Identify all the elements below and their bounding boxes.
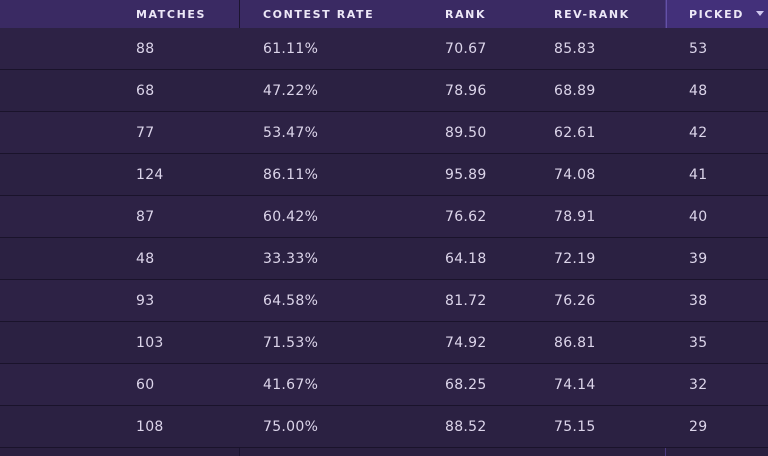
cell-rank: 95.89 <box>445 167 487 183</box>
cell-rank: 64.18 <box>445 251 487 267</box>
table-row[interactable]: 103 71.53% 74.92 86.81 35 <box>0 322 768 364</box>
cell-contest-rate: 61.11% <box>263 41 319 57</box>
cell-matches: 68 <box>136 83 155 99</box>
cell-matches: 88 <box>136 41 155 57</box>
cell-matches: 103 <box>136 335 164 351</box>
column-header-matches[interactable]: MATCHES <box>136 8 207 21</box>
table-row[interactable]: 124 86.11% 95.89 74.08 41 <box>0 154 768 196</box>
cell-contest-rate: 33.33% <box>263 251 319 267</box>
cell-matches: 108 <box>136 419 164 435</box>
table-row[interactable]: 108 75.00% 88.52 75.15 29 <box>0 406 768 448</box>
cell-matches: 124 <box>136 167 164 183</box>
cell-matches: 60 <box>136 377 155 393</box>
table-row[interactable]: 60 41.67% 68.25 74.14 32 <box>0 364 768 406</box>
cell-picked: 39 <box>689 251 708 267</box>
cell-picked: 35 <box>689 335 708 351</box>
cell-contest-rate: 86.11% <box>263 167 319 183</box>
cell-contest-rate: 60.42% <box>263 209 319 225</box>
cell-picked: 38 <box>689 293 708 309</box>
table-row[interactable]: 88 61.11% 70.67 85.83 53 <box>0 28 768 70</box>
cell-rank: 81.72 <box>445 293 487 309</box>
cell-rev-rank: 76.26 <box>554 293 596 309</box>
column-header-rev-rank[interactable]: REV-RANK <box>554 8 630 21</box>
cell-rev-rank: 74.14 <box>554 377 596 393</box>
cell-rank: 88.52 <box>445 419 487 435</box>
column-header-picked-cell[interactable] <box>666 0 768 28</box>
cell-picked: 29 <box>689 419 708 435</box>
table-row[interactable]: 77 53.47% 89.50 62.61 42 <box>0 112 768 154</box>
table-row[interactable]: 68 47.22% 78.96 68.89 48 <box>0 70 768 112</box>
cell-rev-rank: 62.61 <box>554 125 596 141</box>
cell-contest-rate: 75.00% <box>263 419 319 435</box>
cell-rev-rank: 74.08 <box>554 167 596 183</box>
cell-contest-rate: 64.58% <box>263 293 319 309</box>
cell-rank: 78.96 <box>445 83 487 99</box>
cell-rev-rank: 85.83 <box>554 41 596 57</box>
table-row[interactable]: 87 60.42% 76.62 78.91 40 <box>0 196 768 238</box>
cell-rev-rank: 86.81 <box>554 335 596 351</box>
column-header-rank[interactable]: RANK <box>445 8 487 21</box>
cell-matches: 48 <box>136 251 155 267</box>
cell-picked: 41 <box>689 167 708 183</box>
table-body: 88 61.11% 70.67 85.83 53 68 47.22% 78.96 68.89 48… <box>0 28 768 448</box>
cell-rank: 89.50 <box>445 125 487 141</box>
cell-matches: 87 <box>136 209 155 225</box>
table-row[interactable]: 48 33.33% 64.18 72.19 39 <box>0 238 768 280</box>
cell-picked: 42 <box>689 125 708 141</box>
cell-contest-rate: 47.22% <box>263 83 319 99</box>
cell-rev-rank: 68.89 <box>554 83 596 99</box>
cell-rev-rank: 72.19 <box>554 251 596 267</box>
cell-contest-rate: 41.67% <box>263 377 319 393</box>
column-header-contest-rate[interactable]: CONTEST RATE <box>263 8 375 21</box>
cell-rank: 76.62 <box>445 209 487 225</box>
cell-matches: 93 <box>136 293 155 309</box>
cell-rank: 74.92 <box>445 335 487 351</box>
cell-picked: 48 <box>689 83 708 99</box>
cell-contest-rate: 53.47% <box>263 125 319 141</box>
table-row[interactable]: 93 64.58% 81.72 76.26 38 <box>0 280 768 322</box>
cell-rank: 68.25 <box>445 377 487 393</box>
cell-picked: 53 <box>689 41 708 57</box>
cell-picked: 40 <box>689 209 708 225</box>
caret-down-icon[interactable] <box>756 11 764 16</box>
cell-picked: 32 <box>689 377 708 393</box>
cell-rev-rank: 78.91 <box>554 209 596 225</box>
cell-rank: 70.67 <box>445 41 487 57</box>
column-header-picked[interactable]: PICKED <box>689 8 744 21</box>
cell-contest-rate: 71.53% <box>263 335 319 351</box>
table-header: MATCHES CONTEST RATE RANK REV-RANK PICKE… <box>0 0 768 29</box>
cell-rev-rank: 75.15 <box>554 419 596 435</box>
cell-matches: 77 <box>136 125 155 141</box>
